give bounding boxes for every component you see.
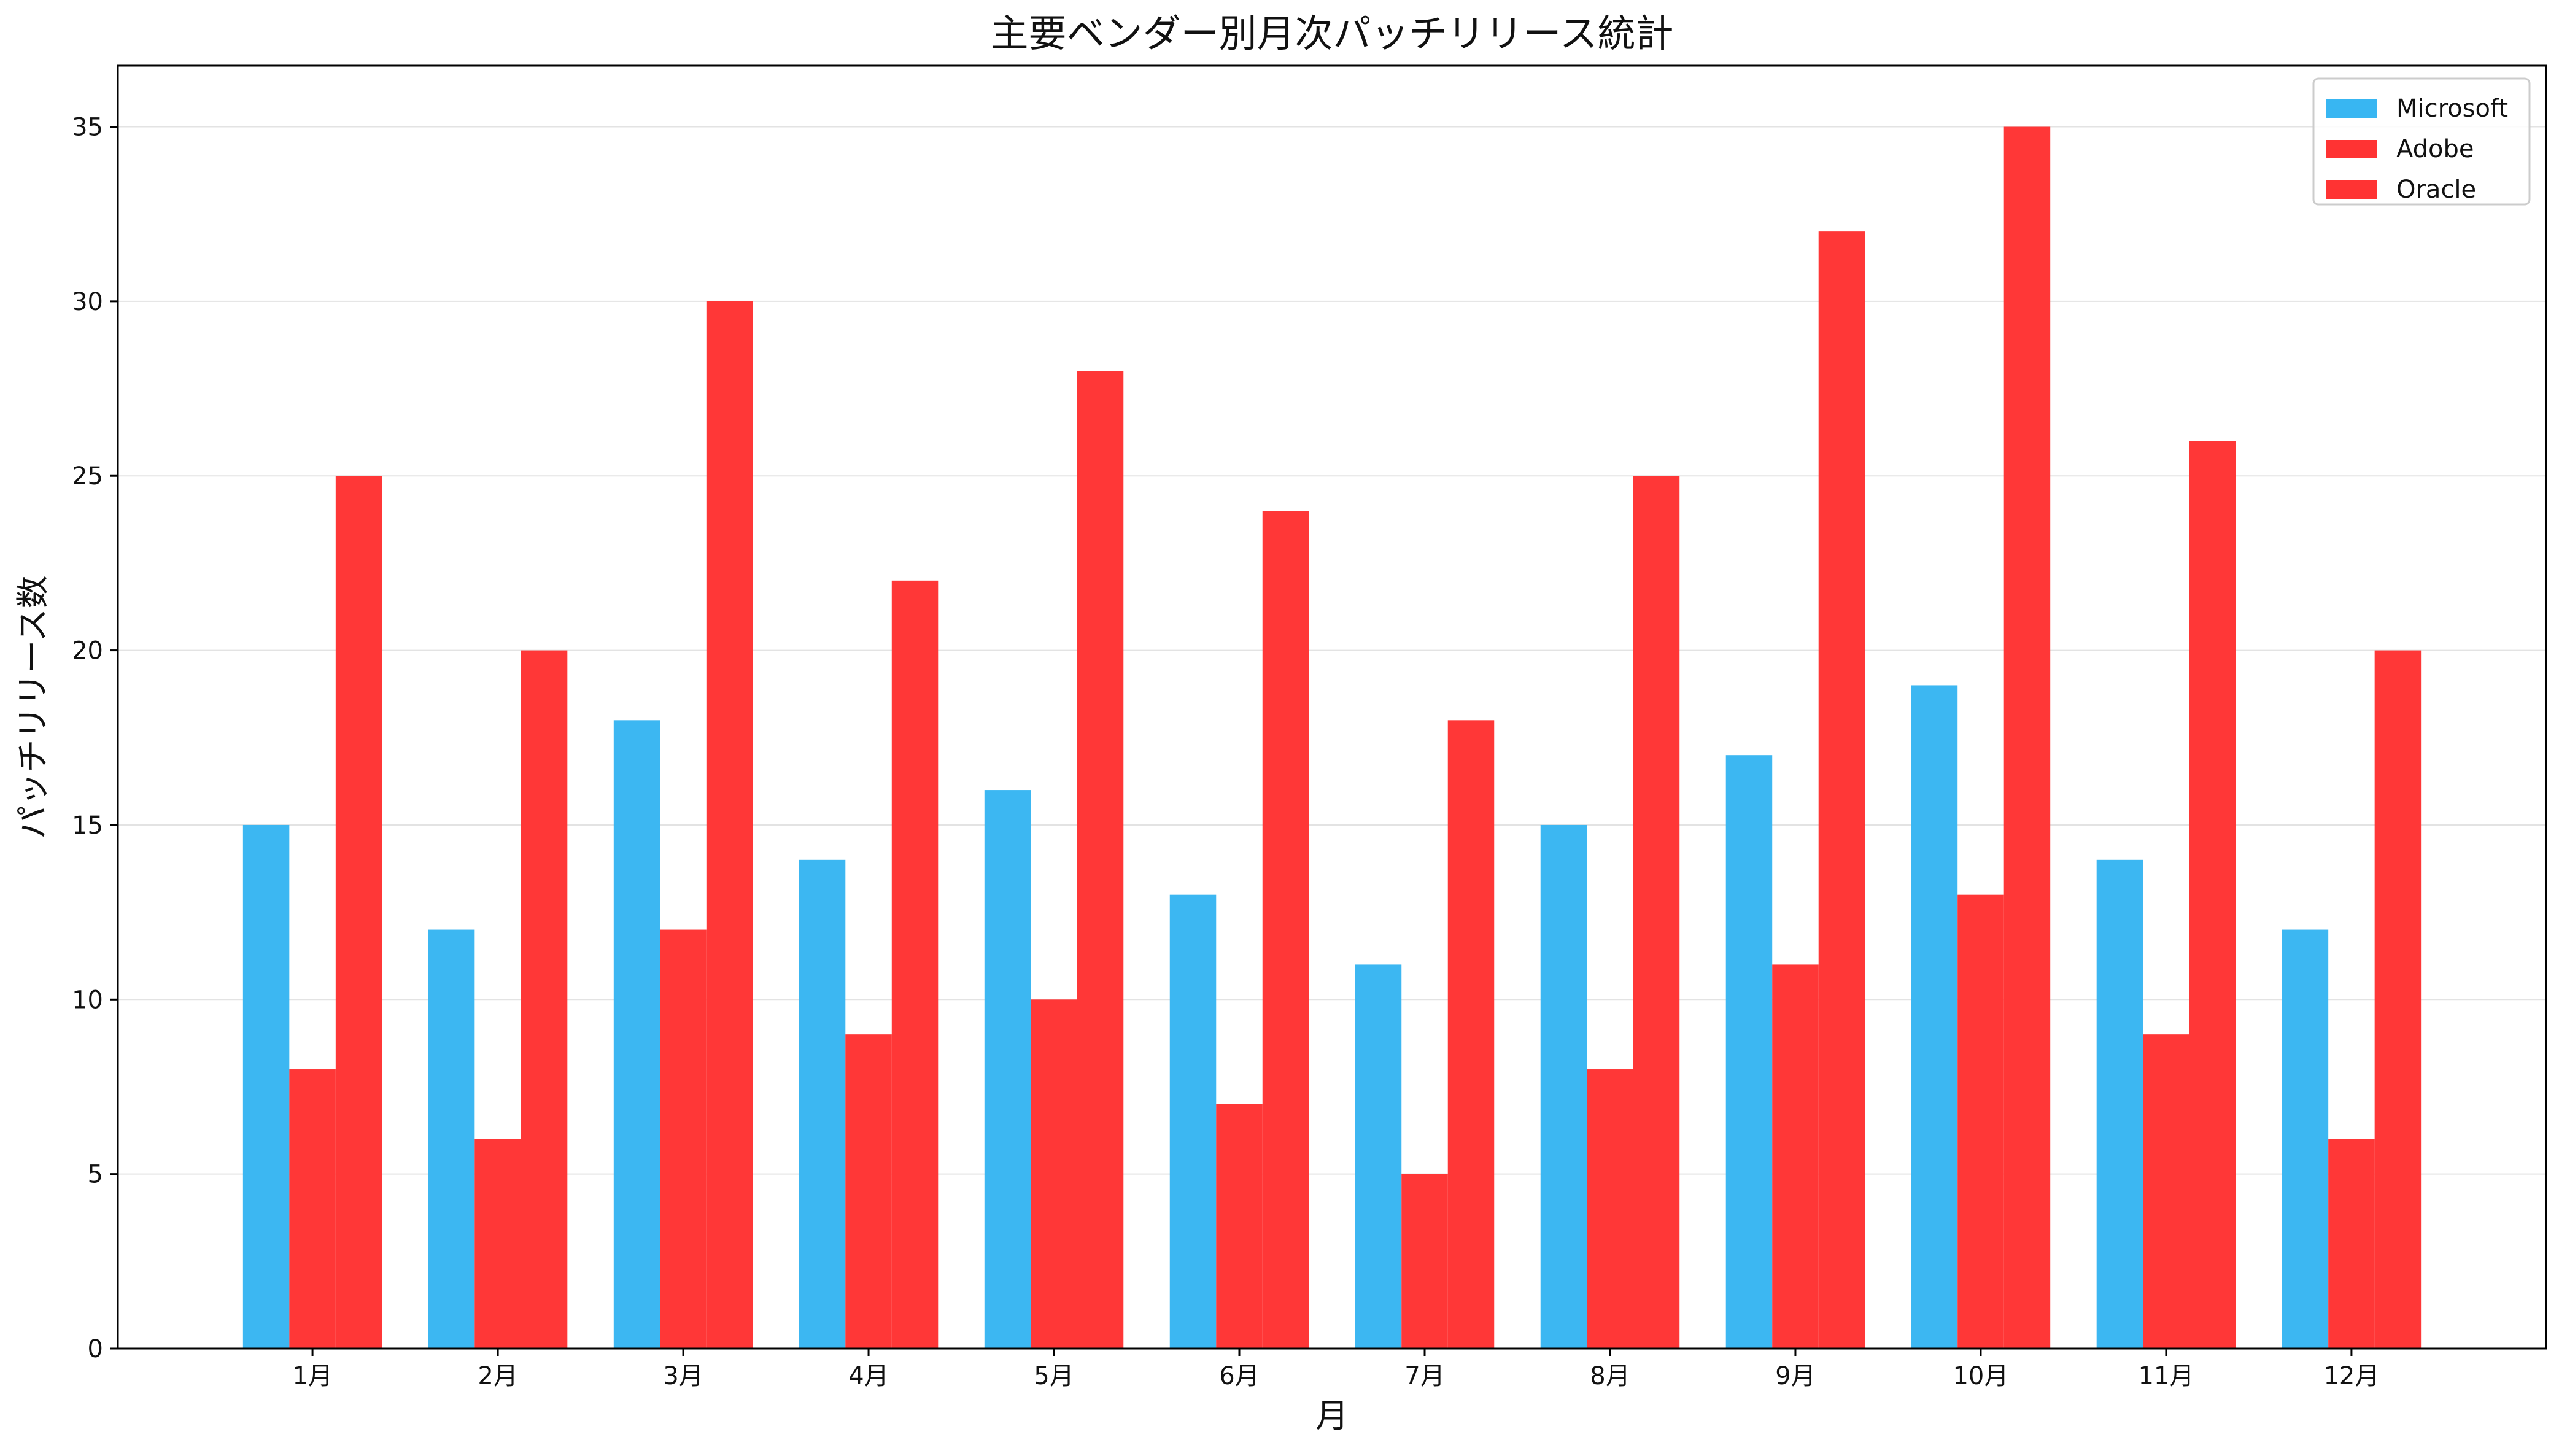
x-tick-label: 4月	[848, 1362, 888, 1390]
y-tick-label: 25	[72, 462, 103, 490]
bar-adobe-7	[1401, 1174, 1448, 1349]
bar-microsoft-2	[428, 929, 475, 1349]
y-tick-label: 30	[72, 288, 103, 316]
legend-swatch-adobe	[2326, 140, 2377, 158]
x-tick-label: 3月	[663, 1362, 703, 1390]
bar-oracle-5	[1077, 371, 1124, 1349]
legend-swatch-microsoft	[2326, 99, 2377, 118]
x-tick-label: 1月	[292, 1362, 332, 1390]
bar-oracle-10	[2003, 126, 2051, 1349]
bar-adobe-2	[474, 1139, 521, 1349]
bar-adobe-4	[845, 1034, 892, 1349]
bar-adobe-9	[1772, 964, 1819, 1349]
bar-microsoft-10	[1911, 685, 1958, 1349]
bar-oracle-1	[335, 476, 382, 1349]
y-tick-label: 15	[72, 811, 103, 840]
bar-adobe-10	[1957, 894, 2004, 1349]
x-tick-label: 5月	[1034, 1362, 1074, 1390]
y-axis: 0 5 10 15 20 25 30 35	[72, 114, 118, 1363]
x-tick-label: 11月	[2138, 1362, 2194, 1390]
bar-oracle-9	[1818, 231, 1865, 1349]
y-tick-label: 20	[72, 637, 103, 665]
x-axis: 1月 2月 3月 4月 5月 6月 7月 8月 9月 10月 11月 12月	[292, 1349, 2379, 1390]
bar-microsoft-6	[1169, 894, 1217, 1349]
bar-microsoft-11	[2096, 859, 2143, 1349]
bar-microsoft-3	[613, 720, 660, 1349]
bar-adobe-8	[1587, 1069, 1633, 1349]
bar-microsoft-1	[242, 824, 290, 1349]
bar-oracle-12	[2374, 650, 2422, 1349]
bar-oracle-8	[1633, 476, 1680, 1349]
x-axis-label: 月	[1315, 1396, 1349, 1435]
y-tick-label: 35	[72, 114, 103, 142]
bar-adobe-11	[2143, 1034, 2189, 1349]
x-tick-label: 6月	[1219, 1362, 1259, 1390]
chart-title: 主要ベンダー別月次パッチリリース統計	[991, 11, 1674, 56]
x-tick-label: 10月	[1953, 1362, 2008, 1390]
legend: Microsoft Adobe Oracle	[2312, 77, 2531, 206]
x-tick-label: 12月	[2323, 1362, 2379, 1390]
bar-oracle-11	[2189, 441, 2236, 1349]
y-tick-label: 10	[72, 986, 103, 1014]
y-tick-label: 5	[88, 1161, 103, 1189]
plot-frame	[117, 64, 2547, 1350]
bar-oracle-3	[706, 301, 753, 1349]
legend-label-adobe: Adobe	[2396, 135, 2474, 163]
x-tick-label: 9月	[1775, 1362, 1815, 1390]
legend-swatch-oracle	[2326, 180, 2377, 199]
bar-microsoft-5	[984, 790, 1031, 1349]
legend-label-oracle: Oracle	[2396, 176, 2476, 204]
bar-adobe-12	[2328, 1139, 2375, 1349]
bar-adobe-6	[1216, 1104, 1263, 1349]
bar-oracle-7	[1447, 720, 1495, 1349]
bar-microsoft-12	[2282, 929, 2329, 1349]
y-tick-label: 0	[88, 1335, 103, 1363]
bar-adobe-1	[289, 1069, 336, 1349]
bar-adobe-5	[1031, 999, 1077, 1349]
bar-oracle-2	[521, 650, 568, 1349]
x-tick-label: 7月	[1404, 1362, 1444, 1390]
bar-microsoft-7	[1355, 964, 1402, 1349]
x-tick-label: 8月	[1590, 1362, 1630, 1390]
legend-label-microsoft: Microsoft	[2396, 95, 2508, 123]
bar-microsoft-8	[1540, 824, 1587, 1349]
bar-oracle-4	[891, 580, 939, 1349]
y-axis-label: パッチリリース数	[14, 575, 52, 838]
bar-microsoft-9	[1725, 755, 1773, 1349]
bars-group	[242, 126, 2422, 1349]
bar-adobe-3	[660, 929, 707, 1349]
bar-microsoft-4	[799, 859, 846, 1349]
x-tick-label: 2月	[478, 1362, 517, 1390]
bar-oracle-6	[1262, 511, 1309, 1349]
